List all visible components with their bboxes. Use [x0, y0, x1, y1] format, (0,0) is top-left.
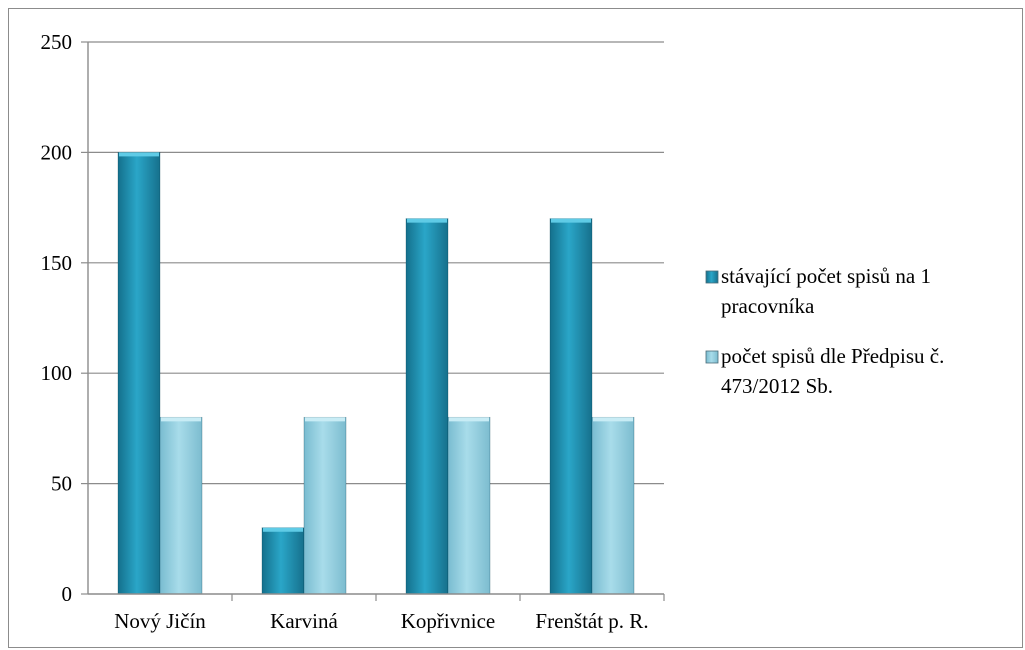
bar-highlight [407, 218, 447, 223]
bar-regulation-0 [159, 416, 203, 595]
bar-highlight [593, 417, 633, 422]
bar-current-2 [405, 218, 449, 595]
x-category-label: Frenštát p. R. [535, 609, 648, 633]
bar-highlight [449, 417, 489, 422]
bar-regulation-2 [447, 416, 491, 595]
y-tick-label: 150 [41, 251, 73, 275]
bar-highlight [551, 218, 591, 223]
bar-regulation-1 [303, 416, 347, 595]
legend-label: počet spisů dle Předpisu č. [721, 344, 944, 368]
x-category-label: Nový Jičín [114, 609, 206, 633]
x-category-label: Karviná [270, 609, 338, 633]
y-tick-label: 100 [41, 361, 73, 385]
legend-marker [705, 270, 719, 284]
bar-current-1 [261, 527, 305, 595]
y-tick-label: 250 [41, 30, 73, 54]
x-category-label: Kopřivnice [401, 609, 495, 633]
bar-current-3 [549, 218, 593, 595]
legend-label: stávající počet spisů na 1 [721, 264, 931, 288]
bar-highlight [305, 417, 345, 422]
y-tick-label: 0 [62, 582, 73, 606]
bar-highlight [119, 152, 159, 157]
bar-highlight [161, 417, 201, 422]
bar-highlight [263, 527, 303, 532]
bar-current-0 [117, 151, 161, 595]
legend-label: 473/2012 Sb. [721, 374, 833, 398]
y-tick-label: 200 [41, 140, 73, 164]
legend-marker [705, 350, 719, 364]
y-tick-label: 50 [51, 472, 72, 496]
bar-regulation-3 [591, 416, 635, 595]
legend-label: pracovníka [721, 294, 815, 318]
